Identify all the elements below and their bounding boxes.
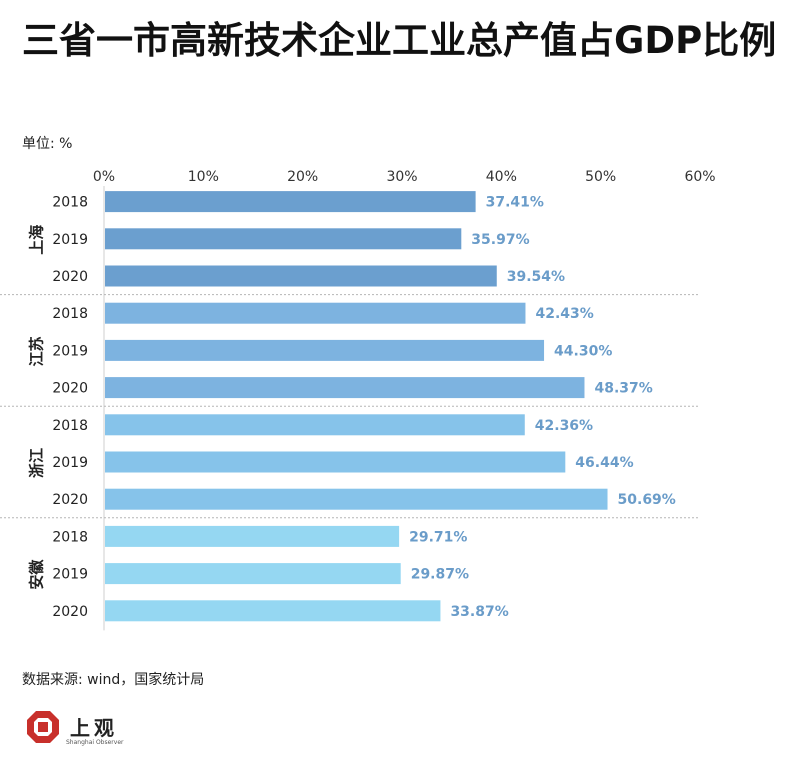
year-label: 2018 xyxy=(52,418,88,434)
logo-icon xyxy=(27,711,59,743)
bar xyxy=(105,265,497,287)
group-label: 浙江 xyxy=(28,448,46,478)
value-label: 48.37% xyxy=(594,381,652,397)
bar xyxy=(105,451,566,473)
value-label: 50.69% xyxy=(618,492,676,508)
year-label: 2020 xyxy=(52,492,88,508)
group-label: 江苏 xyxy=(28,336,46,366)
value-label: 42.43% xyxy=(535,306,593,322)
value-label: 33.87% xyxy=(450,604,508,620)
value-label: 35.97% xyxy=(471,232,529,248)
bar xyxy=(105,414,525,436)
bar xyxy=(105,302,526,324)
group-label: 上海 xyxy=(28,225,46,255)
year-label: 2020 xyxy=(52,269,88,285)
bar xyxy=(105,525,400,547)
bar xyxy=(105,488,608,510)
bar xyxy=(105,377,585,399)
logo-name: 上观 xyxy=(70,716,118,740)
data-source: 数据来源: wind，国家统计局 xyxy=(22,672,205,688)
value-label: 46.44% xyxy=(575,455,633,471)
bar xyxy=(105,600,441,622)
value-label: 42.36% xyxy=(535,418,593,434)
x-tick-label: 10% xyxy=(188,169,219,185)
year-label: 2020 xyxy=(52,604,88,620)
bar xyxy=(105,339,545,361)
bar-chart: 0% 10% 20% 30% 40% 50% 60% 上海 2018 37.41% 2019 35.9… xyxy=(0,169,716,631)
year-label: 2019 xyxy=(52,455,88,471)
x-tick-label: 50% xyxy=(585,169,616,185)
value-label: 44.30% xyxy=(554,343,612,359)
year-label: 2018 xyxy=(52,195,88,211)
value-label: 37.41% xyxy=(486,195,544,211)
x-tick-label: 0% xyxy=(93,169,115,185)
x-tick-label: 20% xyxy=(287,169,318,185)
bar xyxy=(105,563,401,585)
year-label: 2018 xyxy=(52,529,88,545)
chart-title: 三省一市高新技术企业工业总产值占GDP比例 xyxy=(22,19,777,62)
x-tick-label: 30% xyxy=(386,169,417,185)
group-label: 安徽 xyxy=(28,559,46,590)
bar xyxy=(105,191,476,213)
year-label: 2019 xyxy=(52,232,88,248)
unit-label: 单位: % xyxy=(22,136,73,152)
year-label: 2018 xyxy=(52,306,88,322)
value-label: 29.87% xyxy=(411,567,469,583)
value-label: 39.54% xyxy=(507,269,565,285)
year-label: 2019 xyxy=(52,343,88,359)
logo-subtitle: Shanghai Observer xyxy=(66,739,124,746)
bar xyxy=(105,228,462,250)
x-tick-label: 60% xyxy=(684,169,715,185)
value-label: 29.71% xyxy=(409,529,467,545)
brand-logo: 上观 Shanghai Observer xyxy=(26,710,226,754)
year-label: 2020 xyxy=(52,381,88,397)
year-label: 2019 xyxy=(52,567,88,583)
x-tick-label: 40% xyxy=(486,169,517,185)
